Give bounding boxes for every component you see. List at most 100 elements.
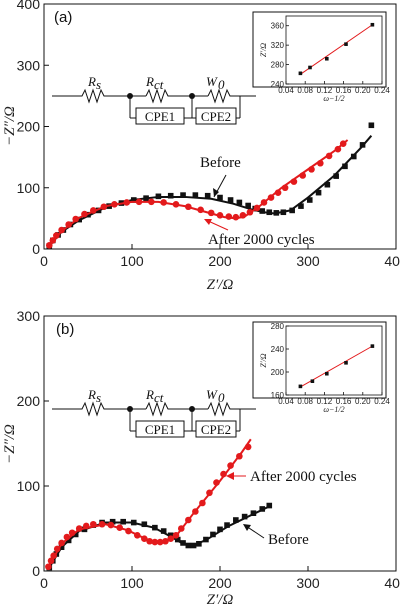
x-tick-label-a-3: 300 — [296, 253, 320, 269]
point-after-b-4 — [58, 539, 65, 547]
x-tick-label-b-0: 0 — [40, 575, 48, 591]
point-before-a-13 — [167, 192, 174, 199]
circuit-node-b2 — [189, 406, 195, 412]
inset-x-tick-label-b-5: 0.24 — [374, 397, 390, 406]
point-before-a-14 — [180, 192, 186, 198]
point-after-a-17 — [207, 209, 215, 217]
point-after-b-2 — [50, 552, 57, 559]
point-before-b-3 — [58, 544, 65, 550]
point-before-b-4 — [65, 537, 72, 544]
y-axis-label-a: −Z″/Ω — [2, 106, 18, 146]
point-before-b-29 — [266, 502, 273, 509]
point-before-a-15 — [192, 192, 199, 198]
inset-x-tick-label-b-2: 0.12 — [317, 397, 333, 406]
point-after-b-26 — [206, 489, 213, 497]
inset-x-tick-label-a-1: 0.08 — [297, 86, 313, 95]
point-after-a-12 — [148, 198, 155, 206]
rct-sub-a: ct — [154, 77, 164, 92]
point-after-a-18 — [216, 212, 224, 219]
point-before-a-19 — [236, 199, 243, 206]
point-before-b-20 — [196, 541, 202, 547]
x-tick-label-a-1: 100 — [120, 253, 144, 269]
point-before-b-27 — [250, 510, 257, 516]
point-before-b-22 — [210, 531, 216, 538]
point-before-b-11 — [130, 519, 137, 526]
inset-point-b-2 — [325, 371, 329, 376]
point-before-a-10 — [130, 197, 137, 203]
equivalent-circuit-b — [52, 401, 256, 438]
point-after-b-20 — [167, 535, 175, 542]
point-before-b-18 — [185, 542, 192, 549]
arrowhead-after-a — [204, 219, 212, 225]
y-tick-label-a-4: 400 — [17, 0, 41, 12]
arrowhead-before-a — [213, 188, 219, 197]
point-before-b-15 — [167, 532, 174, 539]
w-sub-b: 0 — [218, 390, 225, 405]
point-after-a-8 — [100, 203, 108, 211]
cpe1-label-b: CPE1 — [145, 422, 175, 437]
axis-ticks-a: 0 100 200 300 400 0 100 200 300 400 — [17, 0, 400, 269]
point-after-b-25 — [199, 499, 206, 507]
point-before-b-6 — [81, 526, 88, 533]
point-after-b-28 — [220, 470, 227, 478]
point-before-a-24 — [273, 210, 280, 216]
inset-point-a-1 — [308, 65, 312, 70]
point-after-b-5 — [63, 533, 71, 541]
inset-frame-a — [252, 11, 387, 88]
point-before-b-28 — [259, 506, 266, 512]
point-after-b-11 — [107, 521, 115, 529]
point-before-a-18 — [227, 197, 234, 203]
point-after-b-29 — [227, 462, 234, 469]
point-after-a-23 — [253, 204, 261, 212]
fit-line-before-b — [48, 505, 270, 569]
inset-x-tick-label-a-5: 0.24 — [374, 86, 390, 95]
x-tick-label-b-3: 300 — [296, 575, 320, 591]
point-before-a-27 — [298, 203, 304, 209]
point-before-b-24 — [224, 522, 230, 528]
point-before-a-12 — [155, 193, 162, 200]
x-axis-label-b: Z′/Ω — [207, 592, 234, 608]
point-before-a-25 — [280, 209, 287, 216]
inset-x-tick-label-a-4: 0.20 — [355, 86, 371, 95]
point-after-a-29 — [299, 172, 307, 179]
point-after-a-15 — [185, 203, 192, 211]
panel-b: (b) 0 100 200 300 400 0 100 200 300 −Z″/Ω Z′/Ω R… — [2, 308, 400, 608]
inset-y-tick-label-b-3: 280 — [271, 322, 285, 331]
inset-point-a-2 — [325, 56, 329, 61]
fit-line-before-a — [48, 135, 373, 247]
rs-label-a: R — [87, 74, 96, 89]
point-after-a-24 — [260, 199, 268, 206]
rct-label-a: R — [145, 74, 154, 89]
point-after-a-0 — [45, 242, 53, 249]
point-after-a-28 — [290, 178, 298, 185]
inset-x-tick-label-b-1: 0.08 — [297, 397, 313, 406]
point-after-b-10 — [98, 520, 106, 528]
panel-a: (a) 0 100 200 300 400 0 100 200 300 400 −Z″/Ω Z′/… — [2, 0, 400, 293]
point-after-a-26 — [274, 189, 282, 196]
y-axis-label-b: −Z″/Ω — [2, 424, 18, 464]
point-before-a-31 — [333, 173, 339, 179]
point-after-b-8 — [82, 522, 90, 530]
point-after-a-6 — [81, 210, 88, 218]
inset-y-label-a: Z′/Ω — [259, 43, 268, 57]
point-before-b-16 — [174, 536, 181, 543]
equivalent-circuit-a — [52, 88, 256, 125]
point-before-a-23 — [266, 209, 273, 216]
cpe2-label-a: CPE2 — [201, 109, 231, 124]
point-after-a-32 — [325, 152, 333, 160]
inset-y-label-b: Z′/Ω — [259, 353, 268, 367]
inset-x-tick-label-b-4: 0.20 — [355, 397, 371, 406]
point-before-a-33 — [350, 153, 357, 160]
point-before-a-5 — [76, 216, 82, 223]
point-after-b-13 — [125, 527, 132, 535]
point-before-b-25 — [233, 517, 239, 523]
point-after-a-34 — [339, 140, 347, 147]
point-before-b-10 — [120, 518, 126, 525]
point-after-b-3 — [53, 545, 61, 553]
point-after-b-7 — [75, 525, 83, 532]
inset-x-tick-label-b-3: 0.16 — [336, 397, 352, 406]
point-after-a-9 — [111, 200, 118, 208]
point-after-a-22 — [246, 208, 254, 216]
inset-point-a-3 — [344, 42, 348, 46]
inset-y-tick-label-a-1: 280 — [271, 61, 285, 70]
